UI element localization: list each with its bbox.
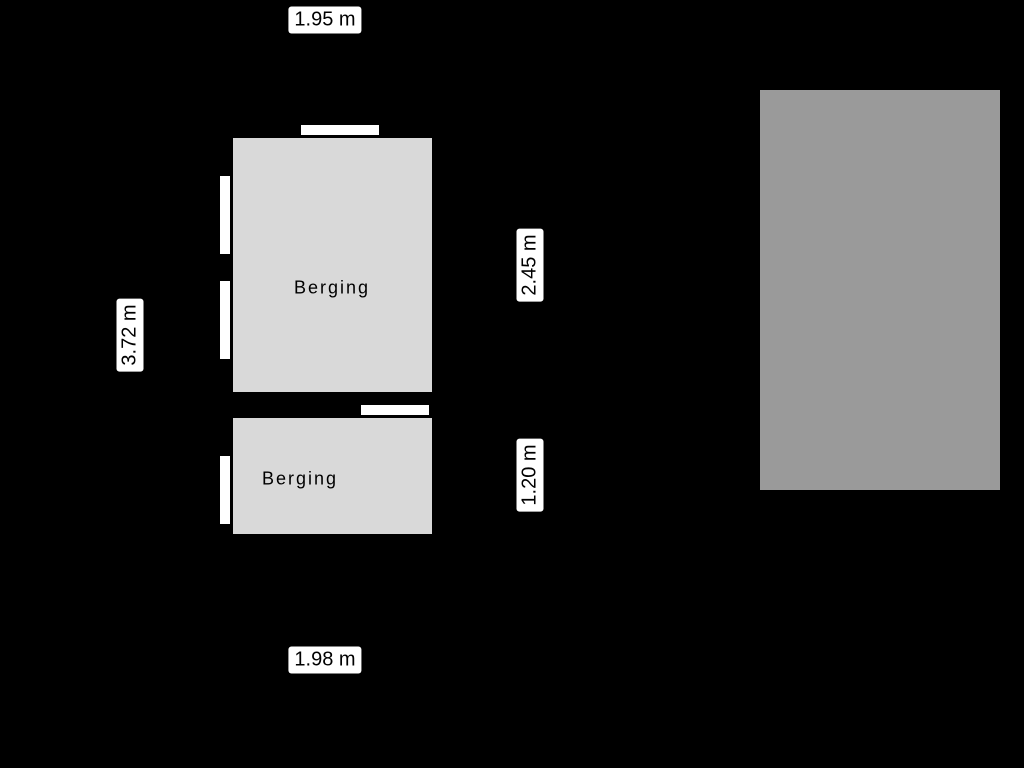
wall-opening <box>219 455 231 525</box>
dimension-top: 1.95 m <box>288 7 361 34</box>
solid-block <box>760 90 1000 490</box>
dimension-left: 3.72 m <box>117 298 144 371</box>
internal-wall-segment <box>233 400 353 410</box>
room-berging-upper <box>225 130 440 400</box>
dimension-bottom: 1.98 m <box>288 647 361 674</box>
dimension-right-upper: 2.45 m <box>517 228 544 301</box>
room-label-lower: Berging <box>262 469 338 490</box>
room-label-upper: Berging <box>294 278 370 299</box>
dimension-right-lower: 1.20 m <box>517 438 544 511</box>
wall-opening <box>219 175 231 255</box>
wall-opening <box>360 404 430 416</box>
wall-opening <box>219 280 231 360</box>
floor-plan-stage: Berging Berging 1.95 m 1.98 m 3.72 m 2.4… <box>0 0 1024 768</box>
wall-opening <box>300 124 380 136</box>
